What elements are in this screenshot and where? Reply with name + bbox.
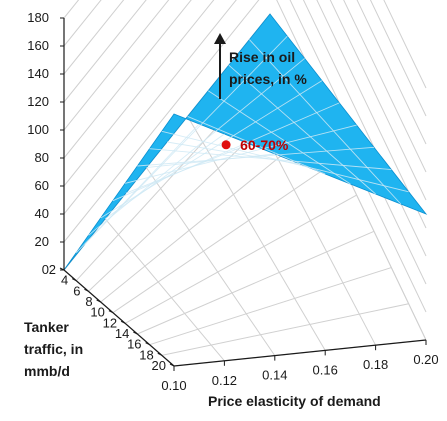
y-axis-label-line3: mmb/d bbox=[24, 363, 70, 379]
gridline-z-7 bbox=[63, 0, 427, 145]
surface-mesh-y-6 bbox=[137, 146, 375, 167]
y-tick-label-3: 8 bbox=[85, 294, 92, 309]
axes bbox=[63, 18, 427, 367]
y-tick-mark-6 bbox=[133, 331, 138, 335]
floor-gridline-y-6 bbox=[137, 230, 375, 335]
y-tick-mark-0 bbox=[59, 267, 65, 271]
y-tick-label-7: 16 bbox=[127, 337, 141, 352]
surface-mesh-x-7 bbox=[207, 90, 351, 185]
z-tick-label-5: 100 bbox=[27, 122, 49, 137]
highlight-dot bbox=[221, 140, 231, 150]
y-tick-mark-2 bbox=[84, 288, 89, 292]
arrow-head-icon bbox=[214, 33, 226, 44]
z-tick-label-1: 20 bbox=[35, 234, 49, 249]
y-tick-label-4: 10 bbox=[90, 305, 104, 320]
y-tick-label-6: 14 bbox=[115, 326, 129, 341]
z-tick-label-9: 180 bbox=[27, 10, 49, 25]
x-axis-title: Price elasticity of demand bbox=[208, 393, 381, 409]
gridline-z-5 bbox=[63, 0, 427, 201]
surface-mesh-x-6 bbox=[187, 115, 326, 175]
x-tick-label-1: 0.12 bbox=[212, 373, 237, 388]
gridline-z-8 bbox=[63, 0, 427, 117]
y-tick-label-9: 20 bbox=[152, 358, 166, 373]
z-tick-label-3: 60 bbox=[35, 178, 49, 193]
z-tick-label-2: 40 bbox=[35, 206, 49, 221]
y-tick-label-2: 6 bbox=[73, 283, 80, 298]
y-tick-label-5: 12 bbox=[103, 315, 117, 330]
y-axis-label-line2: traffic, in bbox=[24, 341, 83, 357]
surface-mesh-x-8 bbox=[228, 64, 376, 195]
y-tick-mark-1 bbox=[71, 278, 77, 282]
surface-mesh-y-5 bbox=[125, 124, 357, 184]
z-axis-annotation: Rise in oil prices, in % bbox=[214, 33, 307, 99]
y-axis-title: Tanker traffic, in mmb/d bbox=[24, 319, 83, 379]
z-axis-label-line1: Rise in oil bbox=[229, 49, 295, 65]
y-tick-mark-9 bbox=[169, 363, 175, 367]
surface-plane bbox=[63, 13, 428, 271]
gridline-z-6 bbox=[63, 0, 427, 173]
floor-gridline-y-4 bbox=[112, 158, 340, 314]
gridline-z-4 bbox=[63, 0, 427, 229]
z-tick-label-6: 120 bbox=[27, 94, 49, 109]
floor-gridline-x-2 bbox=[145, 167, 276, 356]
x-tick-label-3: 0.16 bbox=[313, 362, 338, 377]
y-tick-mark-5 bbox=[120, 320, 126, 324]
x-axis-ticks: 0.10 0.12 0.14 0.16 0.18 0.20 bbox=[161, 340, 439, 393]
surface-mesh-x-5 bbox=[166, 141, 301, 165]
y-tick-mark-7 bbox=[145, 342, 150, 346]
x-tick-label-5: 0.20 bbox=[413, 352, 438, 367]
floor-gridline-y-5 bbox=[124, 194, 357, 324]
z-tick-label-4: 80 bbox=[35, 150, 49, 165]
z-axis-label-line2: prices, in % bbox=[229, 71, 307, 87]
y-tick-mark-8 bbox=[157, 352, 163, 356]
y-tick-label-0: 2 bbox=[49, 262, 56, 277]
y-tick-mark-4 bbox=[108, 310, 114, 314]
x-tick-label-4: 0.18 bbox=[363, 357, 388, 372]
surface-mesh-x-2 bbox=[104, 133, 225, 220]
x-axis-line bbox=[173, 339, 427, 367]
surface-mesh-y-7 bbox=[149, 148, 392, 171]
y-tick-label-1: 4 bbox=[61, 273, 68, 288]
gridline-z-1 bbox=[63, 0, 427, 313]
floor-gridline-y-8 bbox=[161, 303, 409, 356]
highlight-point: 60-70% bbox=[221, 137, 289, 153]
y-axis-line bbox=[63, 269, 175, 367]
z-axis-ticks: 0 20 40 60 80 100 120 140 160 180 bbox=[27, 10, 64, 277]
surface-mesh-y-3 bbox=[100, 80, 323, 219]
floor-gridline-y-7 bbox=[149, 267, 392, 346]
z-tick-label-7: 140 bbox=[27, 66, 49, 81]
x-tick-label-0: 0.10 bbox=[161, 378, 186, 393]
floor-gridline-x-1 bbox=[104, 218, 225, 362]
y-tick-mark-3 bbox=[96, 299, 101, 303]
z-tick-label-0: 0 bbox=[42, 262, 49, 277]
floor-gridlines bbox=[63, 13, 427, 367]
y-axis-label-line1: Tanker bbox=[24, 319, 69, 335]
floor-gridline-x-3 bbox=[187, 116, 326, 351]
x-tick-label-2: 0.14 bbox=[262, 368, 287, 383]
y-tick-label-8: 18 bbox=[139, 347, 153, 362]
highlight-label: 60-70% bbox=[240, 137, 289, 153]
surface-mesh-y-2 bbox=[88, 58, 305, 236]
surface-mesh-x-9 bbox=[249, 39, 402, 205]
z-tick-label-8: 160 bbox=[27, 38, 49, 53]
surface-mesh-y-8 bbox=[161, 130, 409, 193]
surface-mesh-y-4 bbox=[112, 102, 340, 202]
